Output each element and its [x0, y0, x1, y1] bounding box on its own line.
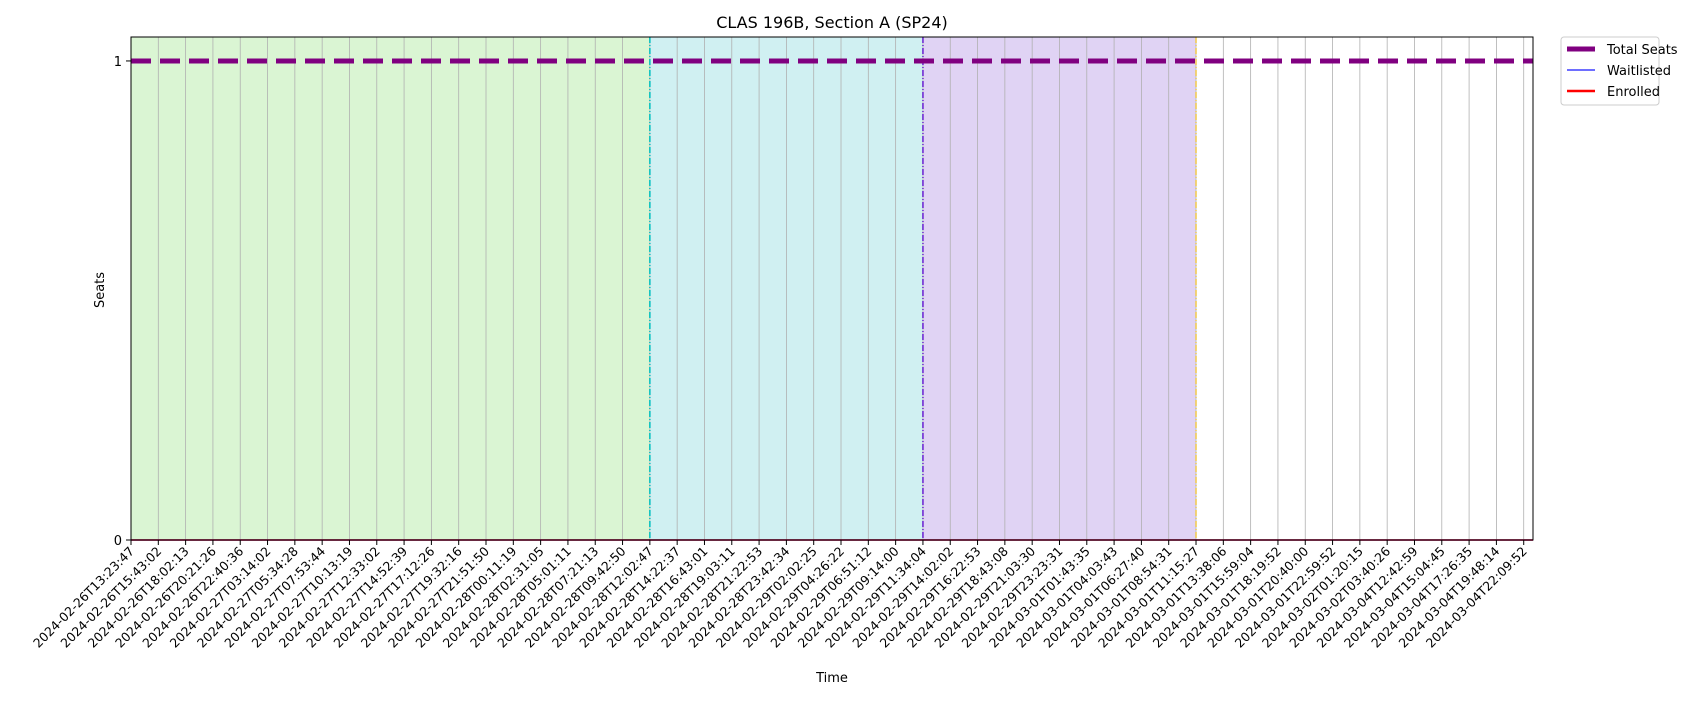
x-axis: 2024-02-26T13:23:472024-02-26T15:43:0220… — [30, 540, 1530, 651]
x-axis-label: Time — [815, 671, 848, 686]
legend-label: Total Seats — [1606, 43, 1678, 58]
legend-box — [1560, 36, 1660, 106]
vertical-gridlines — [130, 37, 1525, 540]
chart-title: CLAS 196B, Section A (SP24) — [716, 13, 948, 32]
plot-frame — [130, 36, 1534, 541]
legend-label: Waitlisted — [1607, 64, 1671, 79]
y-axis: 01 — [114, 55, 131, 549]
y-tick-label: 1 — [114, 55, 122, 70]
legend: Total Seats Waitlisted Enrolled — [1560, 36, 1678, 106]
y-tick-label: 0 — [114, 534, 122, 549]
legend-label: Enrolled — [1607, 85, 1660, 100]
y-axis-label: Seats — [93, 272, 108, 308]
shaded-region-0 — [131, 37, 650, 540]
shaded-regions — [131, 37, 1197, 540]
region-boundaries — [649, 37, 1197, 540]
